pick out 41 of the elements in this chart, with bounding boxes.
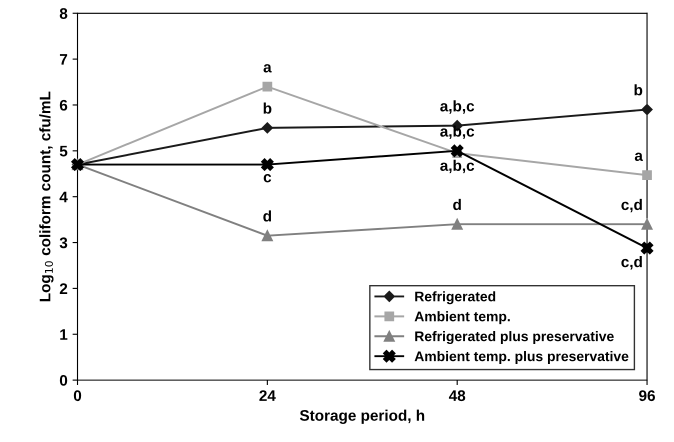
x-tick-label: 24 bbox=[259, 390, 276, 401]
y-tick-label: 2 bbox=[60, 283, 68, 294]
point bbox=[450, 144, 464, 158]
y-tick-label: 1 bbox=[60, 329, 68, 340]
annotation: a,b,c bbox=[440, 100, 474, 114]
y-tick-label: 5 bbox=[60, 146, 68, 157]
point bbox=[641, 104, 653, 116]
annotation: a,b,c bbox=[440, 160, 474, 174]
x-tick-label: 0 bbox=[74, 390, 82, 402]
x-tick-label: 48 bbox=[448, 390, 466, 402]
point bbox=[262, 82, 272, 92]
legend-label: Ambient temp. plus preservative bbox=[414, 351, 628, 364]
annotation: c,d bbox=[621, 256, 642, 270]
annotation: b bbox=[634, 84, 642, 96]
annotation: c bbox=[264, 174, 272, 182]
annotation: a,b,c bbox=[440, 125, 474, 139]
annotation: c,d bbox=[621, 198, 642, 212]
point bbox=[640, 242, 654, 254]
x-tick-label: 96 bbox=[639, 390, 655, 402]
x-axis-title: Storage period, h bbox=[300, 410, 424, 424]
legend-label: Refrigerated bbox=[415, 291, 496, 304]
point bbox=[262, 122, 273, 134]
y-tick-label: 7 bbox=[60, 54, 68, 65]
annotation: d bbox=[453, 198, 461, 210]
annotation: a bbox=[264, 64, 272, 72]
y-tick-label: 8 bbox=[60, 8, 68, 19]
y-tick-label: 4 bbox=[60, 192, 68, 202]
annotation: a bbox=[634, 152, 643, 162]
annotation: b bbox=[264, 102, 272, 114]
point bbox=[452, 218, 463, 230]
y-tick-label: 3 bbox=[60, 237, 68, 248]
point bbox=[641, 218, 653, 230]
point bbox=[262, 230, 273, 242]
point bbox=[642, 170, 652, 180]
y-axis-title: Log$_{10}$ coliform count, cfu/mL bbox=[39, 92, 54, 302]
legend-label: Ambient temp. bbox=[414, 311, 510, 324]
y-tick-label: 6 bbox=[60, 100, 68, 111]
legend-label: Refrigerated plus preservative bbox=[415, 331, 614, 344]
y-tick-label: 0 bbox=[60, 374, 68, 386]
point bbox=[261, 158, 274, 171]
annotation: d bbox=[263, 210, 272, 222]
